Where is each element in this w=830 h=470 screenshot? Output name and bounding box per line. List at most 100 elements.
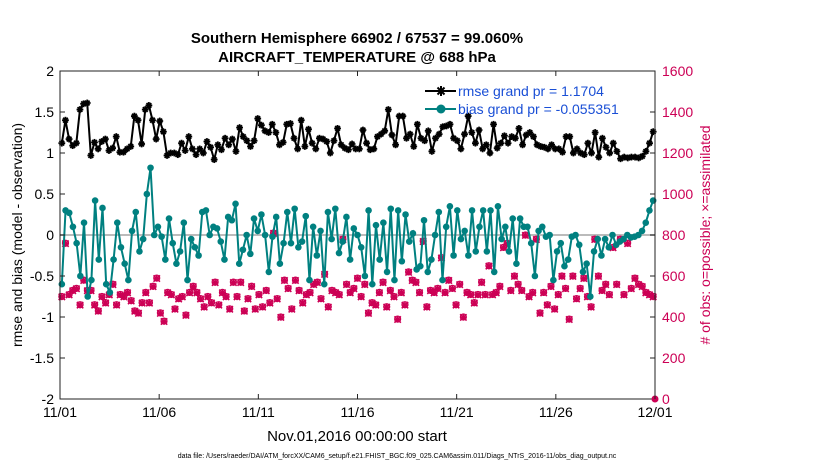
- rmse-point: [247, 143, 254, 150]
- bias-point: [601, 235, 609, 243]
- obs-assimilated-point: [474, 291, 482, 299]
- rmse-point: [149, 116, 156, 124]
- obs-assimilated-point: [485, 262, 493, 270]
- rmse-point: [370, 145, 378, 153]
- obs-assimilated-point: [127, 297, 135, 305]
- obs-assimilated-point: [412, 278, 420, 287]
- x-axis-label: Nov.01,2016 00:00:00 start: [267, 428, 448, 445]
- rmse-point: [199, 149, 207, 157]
- rmse-point: [464, 112, 472, 120]
- obs-assimilated-point: [547, 282, 555, 291]
- bias-point: [513, 260, 520, 268]
- rmse-point: [159, 128, 167, 136]
- obs-assimilated-point: [288, 305, 296, 313]
- bias-point: [350, 225, 358, 232]
- y-axis-right-label: # of obs: o=possible; ×=assimilated: [697, 125, 713, 344]
- bias-point: [213, 225, 221, 232]
- bias-point: [84, 293, 92, 300]
- rmse-point: [435, 130, 443, 138]
- y-left-tick-label: 0: [46, 227, 54, 243]
- bias-point: [546, 231, 553, 239]
- bias-point: [195, 252, 202, 259]
- y-right-tick-label: 600: [662, 268, 686, 284]
- rmse-point: [381, 127, 389, 135]
- rmse-point: [127, 143, 135, 150]
- rmse-point: [156, 117, 164, 125]
- obs-assimilated-point: [112, 301, 121, 309]
- bias-point: [298, 238, 306, 245]
- bias-point: [272, 213, 280, 221]
- rmse-point: [424, 127, 432, 135]
- bias-point: [291, 205, 298, 213]
- obs-assimilated-point: [138, 299, 146, 307]
- legend-item-bias: bias grand pr = -0.055351: [425, 101, 619, 117]
- bias-point: [232, 200, 239, 208]
- chart-subtitle: AIRCRAFT_TEMPERATURE @ 688 hPa: [218, 49, 496, 66]
- legend-item-rmse: rmse grand pr = 1.1704: [425, 83, 604, 99]
- rmse-point: [421, 137, 429, 145]
- rmse-point: [646, 139, 653, 147]
- obs-assimilated-point: [507, 286, 515, 295]
- obs-assimilated-point: [306, 289, 314, 297]
- bias-point: [505, 248, 513, 255]
- bias-point: [154, 223, 162, 231]
- bias-point: [472, 248, 480, 255]
- obs-assimilated-point: [638, 282, 646, 291]
- x-tick-label: 11/06: [142, 404, 176, 420]
- bias-point: [265, 268, 273, 276]
- bias-point: [461, 227, 468, 235]
- bias-point: [169, 239, 177, 247]
- rmse-point: [210, 156, 218, 163]
- obs-assimilated-point: [375, 289, 384, 297]
- obs-assimilated-point: [152, 274, 161, 283]
- rmse-point: [642, 147, 650, 155]
- rmse-point: [584, 139, 592, 147]
- bias-point: [391, 276, 398, 284]
- rmse-point: [457, 145, 465, 153]
- y-right-tick-label: 400: [662, 309, 686, 325]
- bias-point: [405, 238, 413, 245]
- bias-point: [69, 223, 77, 231]
- obs-assimilated-point: [156, 309, 165, 318]
- obs-assimilated-point: [390, 293, 398, 301]
- bias-point: [221, 256, 228, 263]
- obs-assimilated-point: [561, 284, 570, 293]
- obs-assimilated-point: [284, 284, 292, 293]
- bias-point: [479, 207, 487, 214]
- bias-point: [91, 197, 99, 204]
- rmse-point: [181, 147, 189, 154]
- bias-point: [402, 211, 409, 218]
- series-bias: [58, 164, 657, 300]
- obs-assimilated-point: [492, 289, 500, 297]
- bias-point: [162, 256, 169, 263]
- rmse-point: [602, 143, 610, 151]
- bias-point: [453, 207, 461, 214]
- x-tick-label: 12/01: [637, 404, 672, 420]
- rmse-point: [279, 138, 287, 146]
- obs-assimilated-point: [342, 280, 351, 289]
- bias-point: [468, 207, 476, 214]
- bias-point: [73, 239, 80, 247]
- y-right-tick-label: 1600: [662, 63, 693, 79]
- data-file-footnote: data file: /Users/raeder/DAI/ATM_forcXX/…: [178, 453, 617, 460]
- rmse-point: [497, 139, 505, 147]
- bias-point: [354, 231, 361, 239]
- rmse-point: [399, 112, 407, 120]
- rmse-point: [468, 129, 476, 136]
- x-tick-label: 11/26: [539, 404, 573, 420]
- bias-point: [117, 244, 125, 251]
- obs-assimilated-point: [291, 276, 300, 285]
- bias-point: [184, 276, 191, 284]
- obs-assimilated-point: [441, 289, 449, 297]
- rmse-point: [192, 151, 200, 159]
- rmse-point: [138, 140, 146, 148]
- obs-assimilated-point: [215, 301, 223, 309]
- obs-assimilated-point: [631, 274, 639, 283]
- bias-point: [280, 239, 287, 247]
- obs-assimilated-point: [142, 289, 150, 297]
- rmse-point: [388, 131, 396, 139]
- bias-point: [442, 223, 450, 231]
- y-axis-left-ticks: 2 1.5 1 0.5 0 -0.5 -1 -1.5 -2: [30, 63, 65, 407]
- y-left-tick-label: 2: [46, 63, 54, 79]
- rmse-point: [312, 145, 320, 153]
